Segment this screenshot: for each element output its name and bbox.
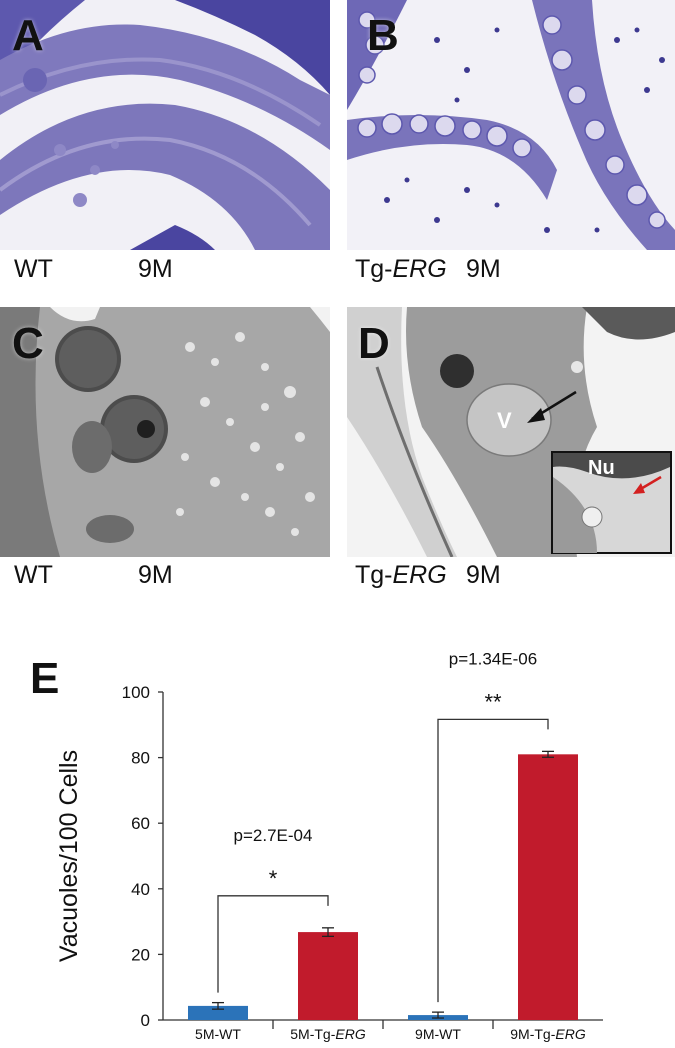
p-value-label: p=1.34E-06 — [449, 649, 537, 668]
panel-b-age: 9M — [466, 255, 501, 283]
panel-b-genotype-gene: ERG — [392, 255, 447, 283]
panel-b-genotype: Tg-ERG — [355, 257, 447, 282]
panel-b-genotype-prefix: Tg- — [355, 255, 393, 283]
panel-d-nucleus-label: Nu — [588, 457, 615, 479]
panel-a-image — [0, 0, 330, 250]
panel-c-age: 9M — [138, 561, 173, 589]
y-tick-label: 40 — [131, 880, 150, 899]
panel-d-vacuole-label: V — [497, 408, 512, 433]
significance-stars: ** — [484, 689, 502, 714]
panel-d-genotype-gene: ERG — [392, 561, 447, 589]
panel-c-genotype: WT — [14, 561, 53, 589]
panel-c-letter: C — [12, 319, 44, 368]
bar — [518, 754, 578, 1020]
bar — [298, 932, 358, 1020]
category-label: 5M-Tg-ERG — [290, 1026, 366, 1042]
panel-d-letter: D — [358, 319, 390, 368]
category-label: 9M-Tg-ERG — [510, 1026, 586, 1042]
panel-d-genotype-prefix: Tg- — [355, 561, 393, 589]
category-label: 5M-WT — [195, 1026, 241, 1042]
category-label: 9M-WT — [415, 1026, 461, 1042]
panel-c-image — [0, 307, 330, 557]
y-tick-label: 100 — [122, 683, 150, 702]
significance-bracket — [217, 895, 329, 993]
p-value-label: p=2.7E-04 — [234, 826, 313, 845]
panel-a-genotype: WT — [14, 255, 53, 283]
panel-b-letter: B — [367, 11, 399, 60]
y-axis-label: Vacuoles/100 Cells — [55, 750, 83, 962]
y-tick-label: 80 — [131, 749, 150, 768]
significance-bracket — [437, 718, 549, 1003]
panel-e-letter: E — [30, 654, 59, 703]
bar — [188, 1005, 248, 1020]
y-tick-label: 20 — [131, 945, 150, 964]
y-tick-label: 0 — [141, 1011, 150, 1030]
panel-d-genotype: Tg-ERG — [355, 563, 447, 588]
panel-b-image — [347, 0, 675, 250]
panel-a-letter: A — [12, 11, 44, 60]
y-tick-label: 60 — [131, 814, 150, 833]
panel-a-age: 9M — [138, 255, 173, 283]
panel-d-age: 9M — [466, 561, 501, 589]
significance-stars: * — [269, 866, 278, 891]
vacuole-bar-chart: E Vacuoles/100 Cells 0 20 40 60 80 100 5M-WT 5M-T… — [30, 649, 603, 1042]
panel-d-image — [347, 307, 675, 557]
